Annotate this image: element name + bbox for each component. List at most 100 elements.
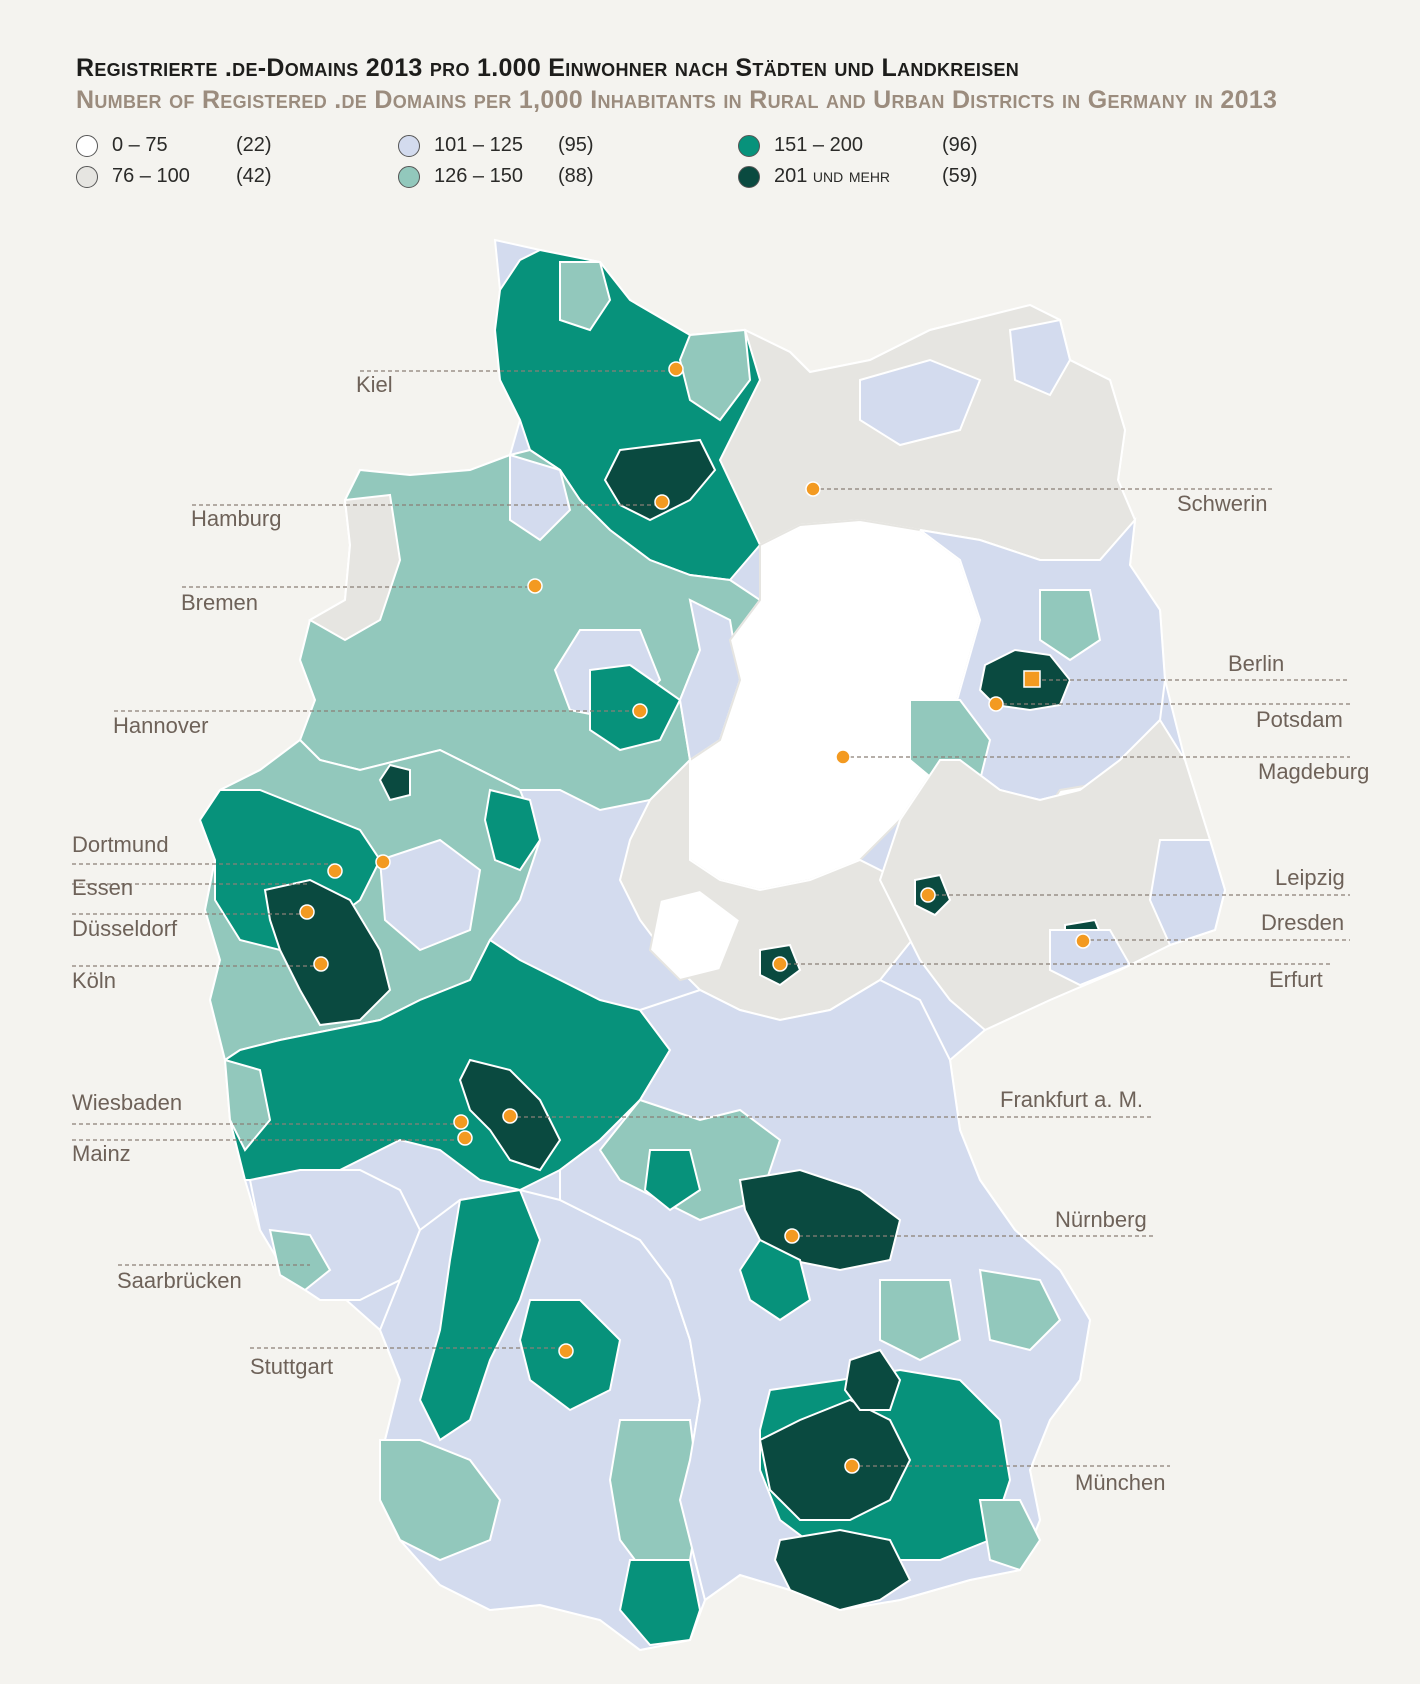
region-sh-light-2 — [678, 328, 752, 422]
region-hesse-light — [223, 1058, 272, 1152]
map-title-german: Registrierte .de-Domains 2013 pro 1.000 … — [76, 54, 1020, 82]
marker-hamburg — [654, 494, 670, 510]
label-dresden: Dresden — [1261, 910, 1345, 935]
city-markers — [299, 361, 1091, 1474]
region-wuerzburg — [643, 1149, 702, 1212]
marker-erfurt — [772, 956, 788, 972]
marker-dortmund-2 — [375, 854, 391, 870]
marker-nuernberg — [784, 1228, 800, 1244]
region-ne-blue-1 — [859, 358, 982, 447]
region-muenchen-south — [773, 1528, 912, 1612]
legend-count: (96) — [942, 134, 978, 156]
marker-kiel — [668, 361, 684, 377]
label-nuernberg: Nürnberg — [1055, 1207, 1147, 1232]
legend-count: (59) — [942, 165, 978, 187]
marker-potsdam — [988, 696, 1004, 712]
region-saarland — [268, 1228, 332, 1292]
region-bielefeld — [378, 763, 411, 802]
label-hamburg: Hamburg — [191, 506, 282, 531]
marker-stuttgart — [558, 1343, 574, 1359]
region-muenchen — [758, 1398, 912, 1521]
marker-wiesbaden — [453, 1114, 469, 1130]
map-title-english: Number of Registered .de Domains per 1,0… — [76, 86, 1278, 114]
label-leipzig: Leipzig — [1275, 865, 1345, 890]
region-brandenburg-light-2 — [1039, 589, 1102, 662]
label-bremen: Bremen — [181, 590, 259, 615]
region-mittelfranken — [738, 1238, 812, 1322]
region-ls-grey — [307, 493, 402, 642]
legend-item-101-125: 101 – 125 (95) — [398, 134, 594, 157]
region-bodensee — [618, 1559, 702, 1647]
region-chiemgau — [978, 1499, 1042, 1572]
marker-frankfurt — [502, 1108, 518, 1124]
leader-lines — [72, 370, 1350, 1467]
label-berlin: Berlin — [1228, 651, 1285, 676]
legend-range: 76 – 100 — [112, 165, 190, 187]
label-koeln: Köln — [72, 968, 117, 993]
label-muenchen: München — [1075, 1470, 1166, 1495]
label-kiel: Kiel — [356, 372, 393, 397]
region-oberpfalz-light — [879, 1279, 962, 1362]
marker-berlin — [1023, 670, 1041, 688]
label-duesseldorf: Düsseldorf — [72, 916, 178, 941]
region-saxony-blue-2 — [1049, 929, 1132, 987]
region-sh-light-1 — [559, 261, 612, 332]
label-saarbruecken: Saarbrücken — [117, 1268, 242, 1293]
label-potsdam: Potsdam — [1256, 707, 1343, 732]
marker-dresden — [1075, 933, 1091, 949]
region-thuringia-white — [648, 888, 742, 982]
region-nrw-teal-1 — [483, 788, 542, 872]
region-ls-blue-1 — [509, 453, 572, 542]
label-schwerin: Schwerin — [1177, 491, 1268, 516]
region-hamburg-dark — [603, 438, 717, 522]
legend-item-76-100: 76 – 100 (42) — [76, 165, 272, 188]
label-dortmund: Dortmund — [72, 832, 169, 857]
label-mainz: Mainz — [72, 1141, 131, 1166]
legend-range: 151 – 200 — [774, 134, 863, 156]
legend-item-126-150: 126 – 150 (88) — [398, 165, 594, 188]
legend-range: 126 – 150 — [434, 165, 523, 187]
marker-mainz — [457, 1130, 473, 1146]
legend-range: 201 und mehr — [774, 165, 891, 187]
legend-count: (95) — [558, 134, 594, 156]
marker-magdeburg — [835, 749, 851, 765]
legend-swatch — [76, 165, 98, 188]
label-hannover: Hannover — [113, 713, 209, 738]
legend-swatch — [398, 134, 420, 157]
label-essen: Essen — [72, 875, 134, 900]
marker-dortmund — [327, 863, 343, 879]
legend-range: 101 – 125 — [434, 134, 523, 156]
region-niederbayern-light — [978, 1268, 1062, 1352]
marker-schwerin — [805, 481, 821, 497]
legend-item-151-200: 151 – 200 (96) — [738, 134, 978, 157]
label-stuttgart: Stuttgart — [250, 1354, 334, 1379]
legend-swatch — [738, 165, 760, 188]
marker-koeln — [313, 956, 329, 972]
legend-swatch — [738, 134, 760, 157]
marker-leipzig — [920, 887, 936, 903]
label-magdeburg: Magdeburg — [1258, 759, 1370, 784]
legend-count: (42) — [236, 165, 272, 187]
region-nrw-blue-1 — [378, 838, 482, 952]
marker-bremen — [527, 578, 543, 594]
legend-range: 0 – 75 — [112, 134, 168, 156]
marker-muenchen — [844, 1458, 860, 1474]
region-saxony-blue — [1148, 839, 1227, 947]
label-wiesbaden: Wiesbaden — [72, 1090, 183, 1115]
legend-count: (22) — [236, 134, 272, 156]
region-bw-rhine — [418, 1188, 542, 1442]
legend-item-0-75: 0 – 75 (22) — [76, 134, 272, 157]
region-muenchen-north — [843, 1348, 902, 1411]
marker-hannover — [632, 703, 648, 719]
legend-swatch — [76, 134, 98, 157]
region-bw-south — [379, 1439, 502, 1562]
marker-essen-duesseldorf — [299, 904, 315, 920]
region-duesseldorf-koeln — [263, 878, 392, 1027]
region-ne-blue-2 — [1008, 318, 1072, 397]
label-erfurt: Erfurt — [1269, 967, 1323, 992]
legend-item-201-plus: 201 und mehr (59) — [738, 165, 978, 188]
region-nuernberg — [738, 1168, 902, 1272]
legend-swatch — [398, 165, 420, 188]
legend-count: (88) — [558, 165, 594, 187]
